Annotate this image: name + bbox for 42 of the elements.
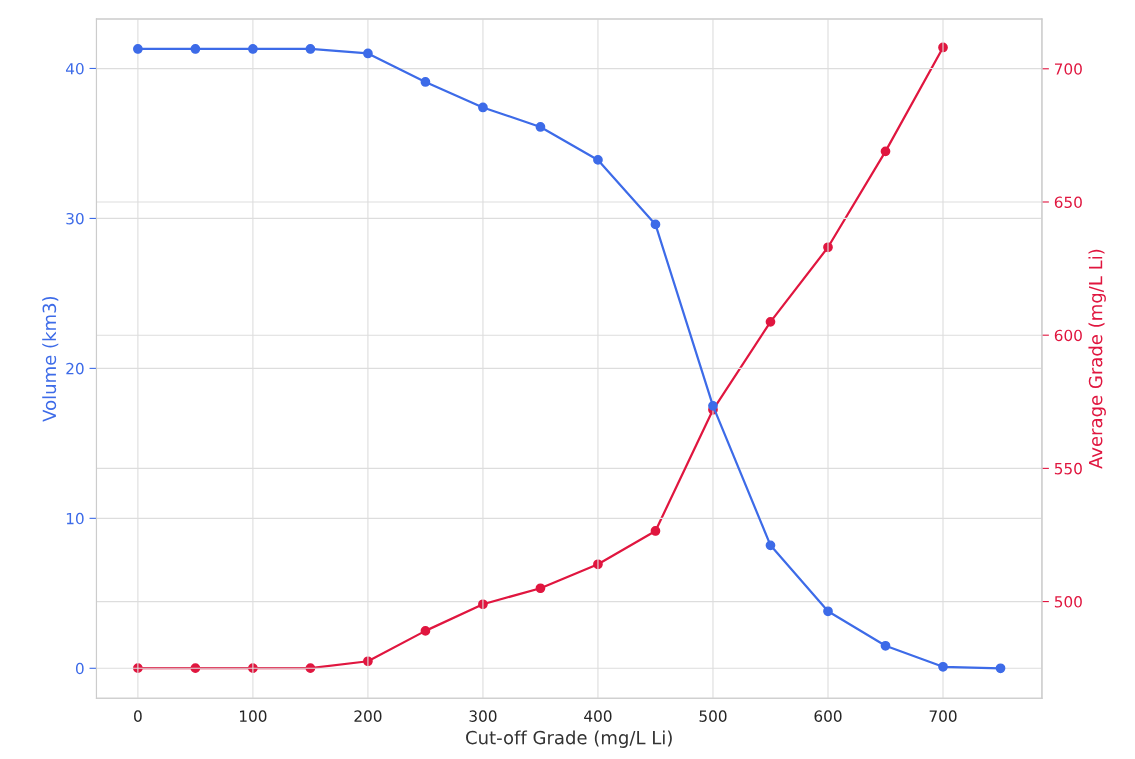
y2-tick-label: 600 xyxy=(1054,329,1082,342)
y2-axis-title: Average Grade (mg/L Li) xyxy=(1088,249,1106,469)
point xyxy=(823,606,833,617)
point xyxy=(880,640,891,651)
point xyxy=(995,663,1006,674)
y-axis-title: Volume (km3) xyxy=(42,296,59,422)
point xyxy=(133,44,143,54)
y-tick-label: 10 xyxy=(66,512,84,525)
y2-tick-label: 550 xyxy=(1054,462,1082,475)
point xyxy=(765,317,776,327)
y-tick-label: 30 xyxy=(66,212,84,225)
x-tick-label: 100 xyxy=(240,710,267,722)
point xyxy=(248,44,258,54)
point xyxy=(535,583,546,594)
x-tick-label: 600 xyxy=(814,710,842,722)
point xyxy=(708,401,718,411)
point xyxy=(650,526,661,536)
x-tick-label: 200 xyxy=(354,710,382,722)
x-tick-label: 300 xyxy=(469,710,497,722)
point xyxy=(363,48,373,59)
x-tick-label: 700 xyxy=(929,710,957,722)
point xyxy=(478,102,488,113)
point xyxy=(650,219,661,230)
y2-tick-label: 650 xyxy=(1054,196,1082,209)
point xyxy=(305,44,316,54)
x-tick-label: 0 xyxy=(134,710,142,722)
y-tick-label: 40 xyxy=(65,62,84,75)
x-axis-title: Cut-off Grade (mg/L Li) xyxy=(466,730,672,748)
point xyxy=(593,155,603,165)
y2-tick-label: 700 xyxy=(1054,63,1082,75)
y2-tick-label: 500 xyxy=(1054,596,1082,608)
point xyxy=(190,44,201,54)
point xyxy=(765,540,776,551)
y-tick-label: 20 xyxy=(66,362,84,375)
point xyxy=(938,661,948,672)
point xyxy=(880,146,891,157)
point xyxy=(420,626,431,636)
y-tick-label: 0 xyxy=(75,662,84,675)
point xyxy=(420,77,431,87)
x-tick-label: 500 xyxy=(699,710,727,722)
point xyxy=(535,122,546,132)
x-tick-label: 400 xyxy=(584,710,612,722)
